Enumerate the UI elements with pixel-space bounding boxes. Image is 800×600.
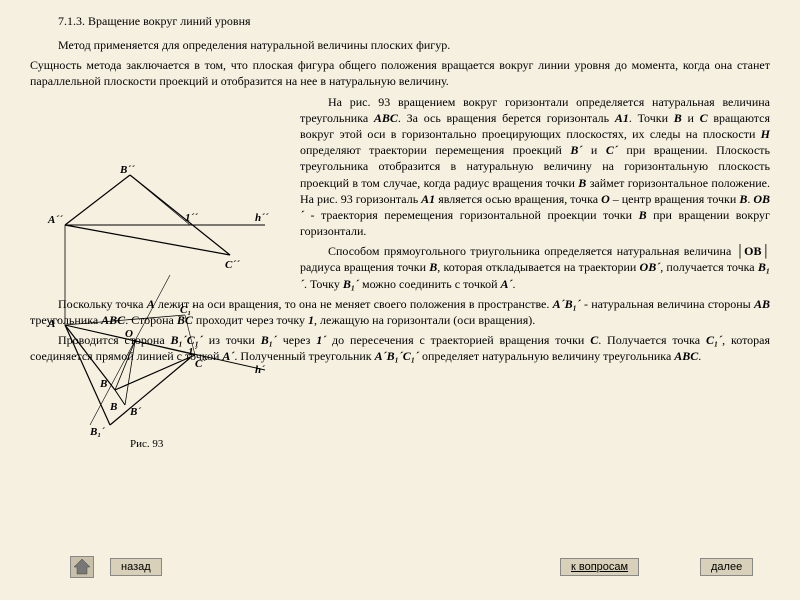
figure-caption: Рис. 93 [130,438,163,450]
svg-text:1´´: 1´´ [185,212,198,224]
section-number: 7.1.3. [58,14,85,28]
intro-paragraph: Метод применяется для определения натура… [30,37,770,53]
svg-text:C₁´: C₁´ [180,304,195,316]
svg-text:B´´: B´´ [119,165,135,176]
svg-text:B: B [109,401,117,413]
svg-text:B: B [99,378,107,390]
svg-text:A´´: A´´ [47,214,63,226]
svg-text:h´: h´ [255,364,265,376]
figure-93: B´´ A´´ C´´ 1´´ h´´ A´ O B B´ B₁´ [30,165,280,465]
paragraph-1: Сущность метода заключается в том, что п… [30,57,770,89]
svg-text:h´´: h´´ [255,212,269,224]
svg-text:O: O [125,328,133,340]
home-button[interactable] [70,556,94,578]
svg-text:C´: C´ [195,358,206,370]
right-para-2: Способом прямоугольного триугольника опр… [300,243,770,292]
questions-button[interactable]: к вопросам [560,558,639,576]
svg-text:1´: 1´ [188,346,198,358]
right-para-1: На рис. 93 вращением вокруг горизонтали … [300,94,770,240]
section-title-text: Вращение вокруг линий уровня [88,14,251,28]
svg-text:B´: B´ [129,406,141,418]
nav-buttons: назад к вопросам далее [0,564,800,588]
svg-text:B₁´: B₁´ [89,426,105,438]
svg-text:A´: A´ [47,318,59,330]
svg-text:C´´: C´´ [225,259,240,271]
section-title: 7.1.3. Вращение вокруг линий уровня [58,14,770,29]
next-button[interactable]: далее [700,558,753,576]
right-text-block: На рис. 93 вращением вокруг горизонтали … [300,94,770,292]
back-button[interactable]: назад [110,558,162,576]
